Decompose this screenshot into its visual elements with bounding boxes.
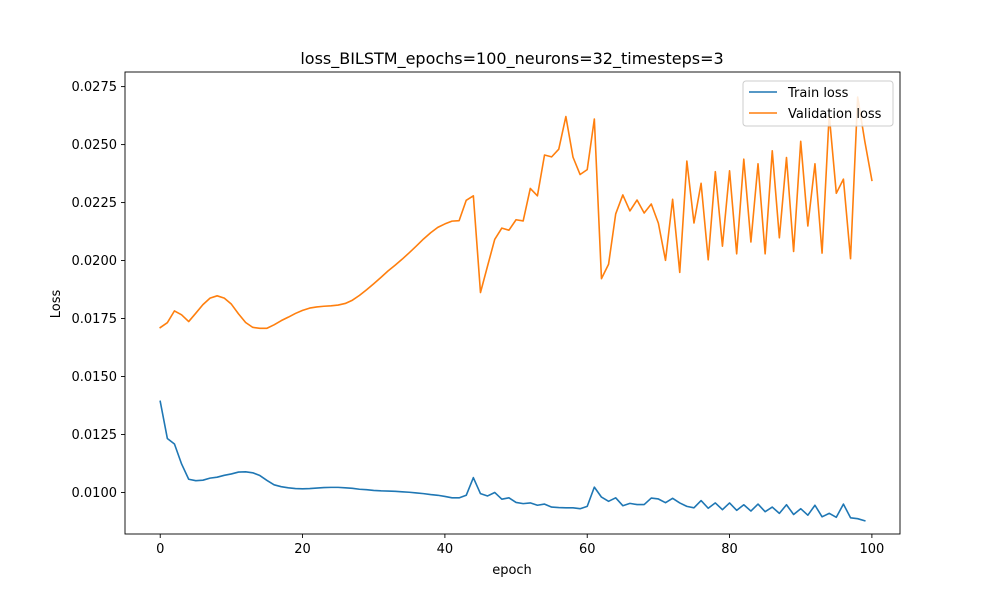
chart-title: loss_BILSTM_epochs=100_neurons=32_timest… xyxy=(300,49,723,69)
y-tick-label: 0.0250 xyxy=(72,138,118,153)
y-tick-label: 0.0275 xyxy=(72,80,118,95)
x-axis: 0 20 40 60 80 100 xyxy=(156,534,884,557)
legend-box xyxy=(742,80,894,127)
y-axis-label: Loss xyxy=(49,290,64,319)
y-tick-label: 0.0100 xyxy=(72,486,118,501)
x-tick-label: 0 xyxy=(156,542,164,557)
plot-area xyxy=(124,71,901,535)
y-tick-label: 0.0225 xyxy=(72,196,118,211)
legend-label: Train loss xyxy=(787,86,849,101)
x-tick-label: 60 xyxy=(579,542,596,557)
y-tick-label: 0.0200 xyxy=(72,254,118,269)
y-axis: 0.0100 0.0125 0.0150 0.0175 0.0200 0.0225 0.02… xyxy=(72,80,125,501)
x-tick-label: 20 xyxy=(294,542,311,557)
y-tick-label: 0.0125 xyxy=(72,428,118,443)
x-tick-label: 100 xyxy=(859,542,884,557)
y-tick-label: 0.0150 xyxy=(72,370,118,385)
series-line-validation-loss xyxy=(159,96,873,330)
plot-frame xyxy=(124,71,901,535)
x-tick-label: 80 xyxy=(721,542,738,557)
series-line-train-loss xyxy=(159,400,866,522)
legend: Train loss Validation loss xyxy=(742,80,894,127)
y-tick-label: 0.0175 xyxy=(72,312,118,327)
legend-label: Validation loss xyxy=(788,107,882,122)
x-tick-label: 40 xyxy=(437,542,454,557)
x-axis-label: epoch xyxy=(492,563,532,578)
